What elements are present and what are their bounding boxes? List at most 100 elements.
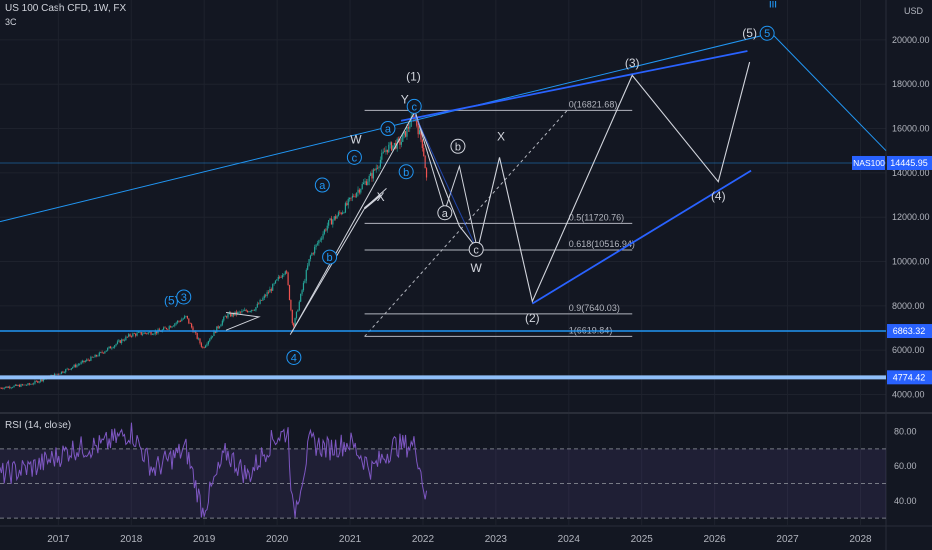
- candle-body: [221, 320, 223, 325]
- candle-body: [2, 388, 4, 389]
- candle-body: [118, 340, 120, 342]
- candle-body: [91, 356, 93, 358]
- candle-body: [90, 356, 92, 361]
- wave-label: b: [455, 141, 461, 153]
- candle-body: [420, 130, 422, 140]
- symbol-title[interactable]: US 100 Cash CFD, 1W, FX: [5, 3, 127, 14]
- candle-body: [130, 336, 133, 337]
- candle-body: [24, 384, 26, 386]
- candle-body: [321, 238, 323, 240]
- candle-body: [37, 381, 39, 383]
- wave-label-circle: [346, 149, 362, 165]
- wave-abc-path: [415, 112, 479, 251]
- candle-body: [18, 385, 21, 387]
- candle-body: [114, 345, 116, 348]
- candle-body: [217, 326, 219, 328]
- candle-body: [386, 149, 388, 153]
- candle-body: [228, 312, 230, 315]
- candle-body: [308, 259, 310, 266]
- wave-label: (4): [711, 189, 726, 203]
- candle-body: [390, 142, 393, 151]
- candle-body: [346, 203, 348, 206]
- wave-label: 3: [181, 292, 187, 304]
- wave-label: a: [442, 208, 449, 220]
- candle-body: [371, 173, 373, 179]
- candle-body: [295, 311, 298, 319]
- candle-body: [189, 323, 191, 324]
- candle-body: [322, 233, 324, 239]
- candle-body: [168, 326, 170, 330]
- candle-body: [190, 323, 193, 328]
- wave-label-circle: [406, 98, 422, 114]
- candle-body: [414, 118, 416, 120]
- wave-x-line: [363, 194, 382, 210]
- candle-body: [319, 239, 321, 241]
- candle-body: [86, 359, 88, 361]
- candle-body: [223, 316, 225, 321]
- wave-projection: [413, 61, 751, 304]
- candle-body: [283, 273, 285, 276]
- candle-body: [397, 138, 400, 140]
- candle-body: [294, 318, 296, 327]
- price-tag-value: 6863.32: [893, 326, 926, 336]
- candle-body: [195, 331, 197, 334]
- candle-body: [360, 189, 362, 193]
- impulse-line: [291, 112, 415, 333]
- candle-body: [165, 327, 168, 330]
- candle-body: [368, 175, 370, 182]
- candle-body: [244, 309, 246, 311]
- candle-body: [42, 379, 44, 382]
- symbol-tag-bg: [852, 155, 885, 170]
- candle-body: [188, 318, 190, 324]
- candle-body: [56, 373, 58, 375]
- wave-label-circle: [380, 121, 396, 137]
- candle-body: [276, 279, 278, 281]
- candle-body: [274, 280, 277, 284]
- rsi-legend[interactable]: RSI (14, close): [5, 420, 72, 431]
- price-tick-label: 16000.00: [892, 124, 930, 134]
- rsi-line: [0, 422, 428, 518]
- candle-body: [279, 276, 281, 278]
- candle-body: [225, 316, 228, 318]
- candle-body: [122, 339, 124, 341]
- candle-body: [378, 166, 380, 169]
- candle-body: [14, 384, 16, 386]
- candle-body: [342, 212, 344, 214]
- price-tick-label: 12000.00: [892, 212, 930, 222]
- wave-label: (5): [742, 26, 757, 40]
- candle-body: [302, 282, 305, 291]
- candle-body: [316, 243, 319, 245]
- candle-body: [213, 330, 215, 336]
- candle-body: [21, 384, 23, 385]
- candle-body: [417, 125, 419, 135]
- candle-body: [393, 142, 395, 146]
- candle-body: [115, 343, 117, 346]
- candle-body: [425, 168, 428, 178]
- candle-body: [339, 212, 341, 213]
- candle-body: [62, 371, 64, 373]
- candle-body: [344, 203, 347, 213]
- candle-body: [260, 299, 263, 301]
- candle-body: [163, 327, 165, 330]
- wave-label-circle: [450, 138, 466, 154]
- rsi-background: [0, 448, 886, 519]
- wave-label-circle: [398, 164, 414, 180]
- time-tick-label: 2027: [776, 534, 799, 545]
- fib-diagonal: [364, 108, 570, 337]
- candle-body: [88, 360, 91, 361]
- candle-body: [132, 333, 134, 337]
- candle-body: [297, 310, 299, 312]
- candle-body: [287, 272, 289, 286]
- candle-body: [365, 181, 368, 186]
- time-tick-label: 2021: [339, 534, 362, 545]
- wave-label: W: [471, 261, 483, 275]
- wave-label: 5: [764, 28, 770, 40]
- candle-body: [333, 216, 335, 220]
- wave-label: X: [377, 190, 385, 204]
- candle-body: [238, 311, 240, 313]
- fib-level-label: 0.618(10516.94): [569, 239, 635, 249]
- candle-body: [416, 118, 418, 126]
- candle-body: [125, 336, 127, 341]
- candle-body: [267, 292, 270, 293]
